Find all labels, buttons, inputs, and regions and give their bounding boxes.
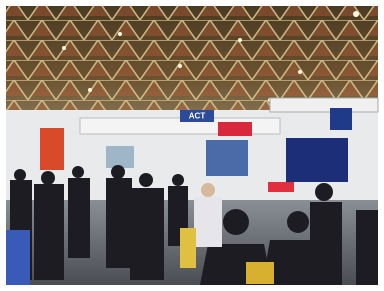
red-banner [40,128,64,170]
banner [286,138,348,182]
screen [106,146,134,168]
face [201,183,215,197]
red-sign [218,122,252,136]
sign-text: ACT [189,112,206,121]
label-sign [268,182,294,192]
yellow-bag [180,228,196,268]
photo: ACT [0,0,384,291]
bag [246,262,274,284]
booth-header [270,98,378,112]
poster [206,140,248,176]
logo-panel [330,108,352,130]
blue-coat [6,230,30,285]
white-shirt [194,197,222,247]
